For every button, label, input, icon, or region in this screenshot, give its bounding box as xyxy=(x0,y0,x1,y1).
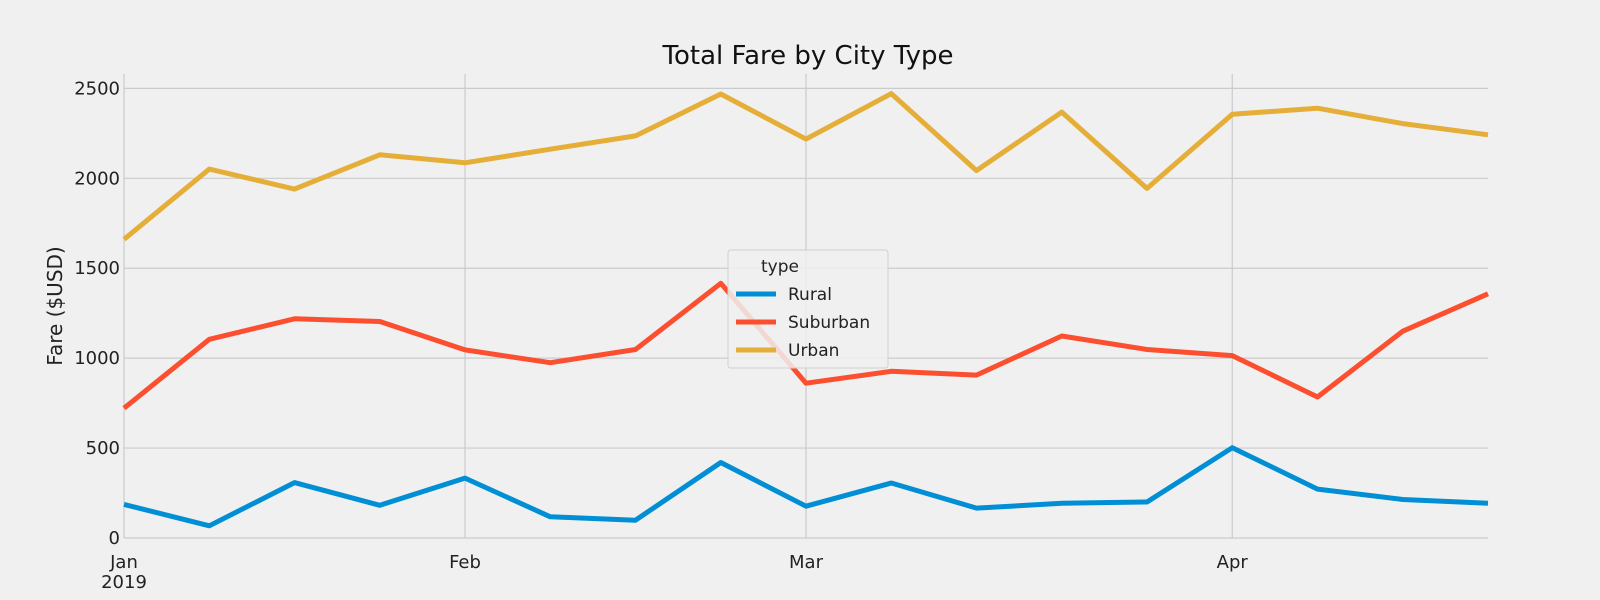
series-line-suburban xyxy=(122,280,1490,411)
series-line-rural xyxy=(123,445,1489,529)
y-tick-label: 2000 xyxy=(74,168,120,189)
legend: type Rural Suburban Urban xyxy=(727,249,889,369)
series-line-urban xyxy=(122,91,1489,242)
legend-label-rural: Rural xyxy=(788,285,832,305)
y-tick-label: 0 xyxy=(109,528,120,549)
legend-title: type xyxy=(761,257,799,277)
y-tick-label: 2500 xyxy=(74,78,120,99)
x-tick-sublabel: 2019 xyxy=(101,572,147,593)
chart-title: Total Fare by City Type xyxy=(662,41,954,71)
x-tick-label: Apr xyxy=(1217,552,1249,573)
series-lines xyxy=(122,91,1490,529)
legend-label-suburban: Suburban xyxy=(788,313,870,333)
y-tick-label: 1500 xyxy=(74,258,120,279)
x-tick-label: Feb xyxy=(449,552,481,573)
legend-box xyxy=(727,249,889,369)
y-tick-label: 500 xyxy=(86,438,120,459)
y-axis-label: Fare ($USD) xyxy=(43,246,67,365)
x-tick-label: Jan xyxy=(109,552,138,573)
x-tick-label: Mar xyxy=(789,552,824,573)
legend-label-urban: Urban xyxy=(788,341,839,361)
y-tick-label: 1000 xyxy=(74,348,120,369)
